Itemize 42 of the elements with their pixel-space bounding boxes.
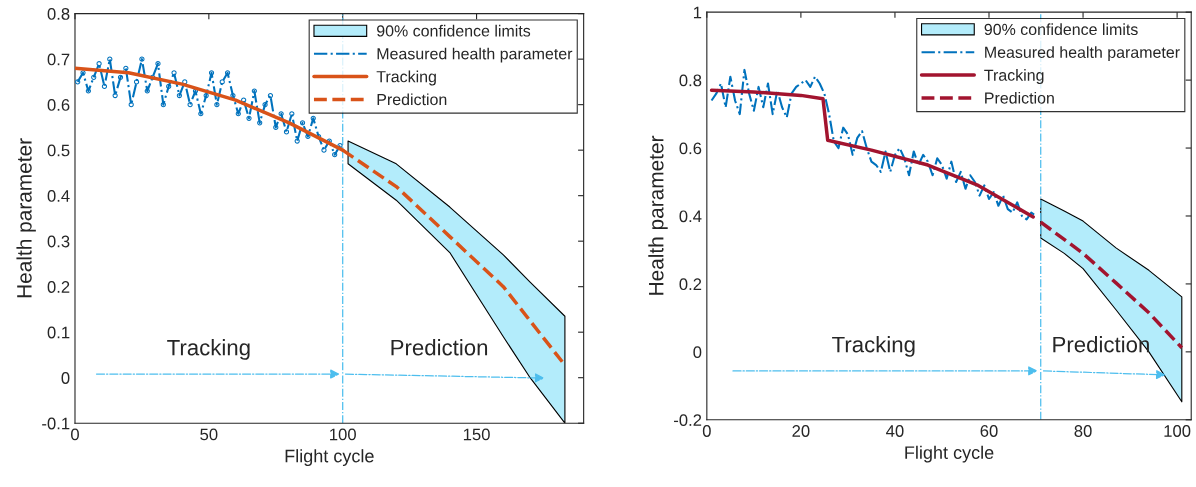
x-tick-label: 20 bbox=[792, 425, 810, 437]
legend-label: Tracking bbox=[376, 70, 436, 86]
x-tick-label: 150 bbox=[463, 428, 490, 441]
annotation: Tracking bbox=[832, 336, 915, 357]
legend-label: Measured health parameter bbox=[377, 47, 573, 63]
y-tick-label: 0.2 bbox=[47, 281, 70, 293]
y-tick-label: 0.3 bbox=[47, 235, 70, 248]
x-tick-label: 50 bbox=[200, 428, 218, 441]
legend-label: 90% confidence limits bbox=[377, 24, 531, 37]
x-tick-label: 80 bbox=[1074, 425, 1092, 437]
y-axis-title: Health parameter bbox=[16, 138, 36, 298]
y-tick-label: -0.2 bbox=[674, 414, 702, 426]
legend-label: 90% confidence limits bbox=[984, 23, 1138, 36]
y-tick-label: 0.8 bbox=[47, 8, 70, 20]
y-axis-title: Health parameter bbox=[648, 135, 668, 295]
y-tick-label: 0.2 bbox=[679, 278, 702, 291]
annotation: Tracking bbox=[167, 339, 250, 360]
legend-label: Prediction bbox=[377, 93, 447, 106]
x-axis-title: Flight cycle bbox=[285, 449, 374, 466]
y-tick-label: 0.7 bbox=[47, 53, 70, 66]
legend-label: Prediction bbox=[985, 91, 1054, 104]
y-tick-label: 0.8 bbox=[679, 74, 702, 87]
x-tick-label: 100 bbox=[330, 428, 356, 441]
y-tick-label: 0.6 bbox=[679, 142, 702, 155]
x-tick-label: 0 bbox=[71, 428, 79, 441]
x-tick-label: 60 bbox=[980, 425, 998, 437]
x-tick-label: 40 bbox=[886, 425, 904, 437]
y-tick-label: -0.1 bbox=[42, 417, 70, 430]
y-tick-label: 0 bbox=[61, 372, 70, 384]
y-tick-label: 0.5 bbox=[47, 144, 70, 157]
y-tick-label: 0 bbox=[693, 346, 702, 359]
legend-label: Measured health parameter bbox=[985, 46, 1180, 62]
x-axis-title: Flight cycle bbox=[905, 445, 994, 463]
x-tick-label: 100 bbox=[1164, 425, 1191, 437]
x-tick-label: 0 bbox=[702, 425, 711, 437]
y-tick-label: 1 bbox=[693, 6, 702, 19]
annotation: Prediction bbox=[391, 339, 488, 356]
y-tick-label: 0.4 bbox=[47, 190, 70, 202]
legend-label: Tracking bbox=[984, 69, 1044, 84]
y-tick-label: 0.6 bbox=[47, 99, 70, 111]
y-tick-label: 0.1 bbox=[47, 326, 70, 339]
y-tick-label: 0.4 bbox=[679, 210, 702, 223]
